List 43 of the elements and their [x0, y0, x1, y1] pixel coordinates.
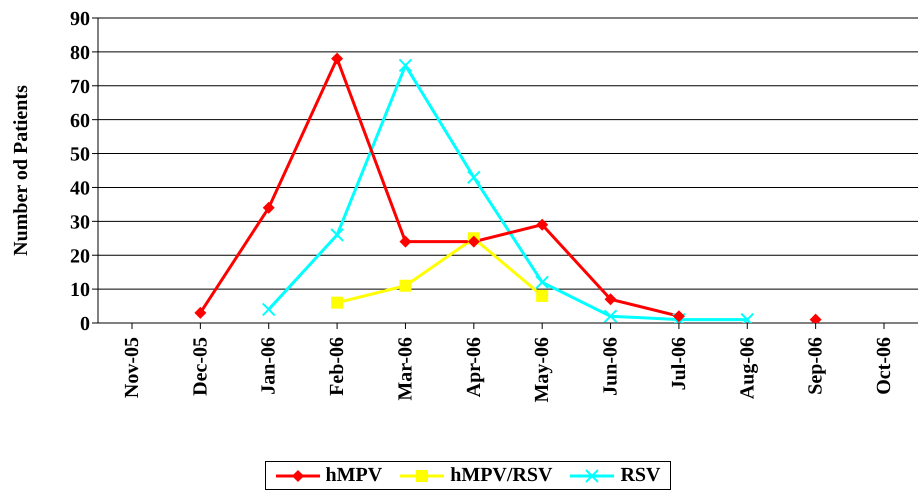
x-tick-label: Jun-06 [600, 337, 622, 396]
point [399, 280, 412, 292]
point [262, 202, 275, 214]
point [262, 302, 276, 316]
point [331, 296, 344, 309]
point [466, 170, 481, 184]
x-tick-label: May-06 [531, 337, 554, 403]
legend-label: RSV [619, 464, 660, 487]
x-tick-label: Sep-06 [804, 337, 827, 395]
y-tick-label: 30 [70, 211, 90, 234]
x-tick-label: Jan-06 [258, 337, 280, 395]
x-tick-label: Dec-05 [189, 337, 212, 396]
x-tick-label: Nov-05 [121, 337, 143, 398]
point [604, 293, 617, 306]
legend-label: hMPV [324, 464, 382, 487]
x-tick-label: Jul-06 [668, 337, 690, 390]
point [672, 310, 685, 322]
y-tick-label: 50 [70, 144, 90, 166]
y-tick-label: 10 [70, 279, 90, 302]
y-tick-label: 90 [70, 8, 90, 30]
x-tick-label: Oct-06 [873, 337, 895, 395]
y-tick-label: 80 [70, 42, 90, 64]
x-tick-label: Feb-06 [326, 337, 348, 396]
y-tick-label: 20 [70, 245, 90, 268]
y-tick-label: 70 [70, 76, 90, 98]
point [398, 58, 412, 72]
x-tick-label: Aug-06 [736, 337, 758, 400]
point [535, 275, 550, 290]
point [194, 306, 206, 319]
point [604, 309, 618, 323]
point [331, 52, 344, 65]
x-tick-label: Mar-06 [394, 337, 416, 401]
legend-label: hMPV/RSV [449, 464, 552, 487]
y-tick-label: 60 [70, 110, 90, 132]
y-tick-label: 40 [70, 178, 90, 200]
point [536, 290, 548, 302]
point [468, 236, 480, 248]
y-tick-label: 0 [80, 313, 90, 336]
point [536, 218, 548, 231]
point [399, 236, 412, 248]
x-tick-label: Apr-06 [462, 337, 485, 398]
point [330, 228, 344, 242]
y-axis-title: Number od Patients [10, 84, 32, 256]
